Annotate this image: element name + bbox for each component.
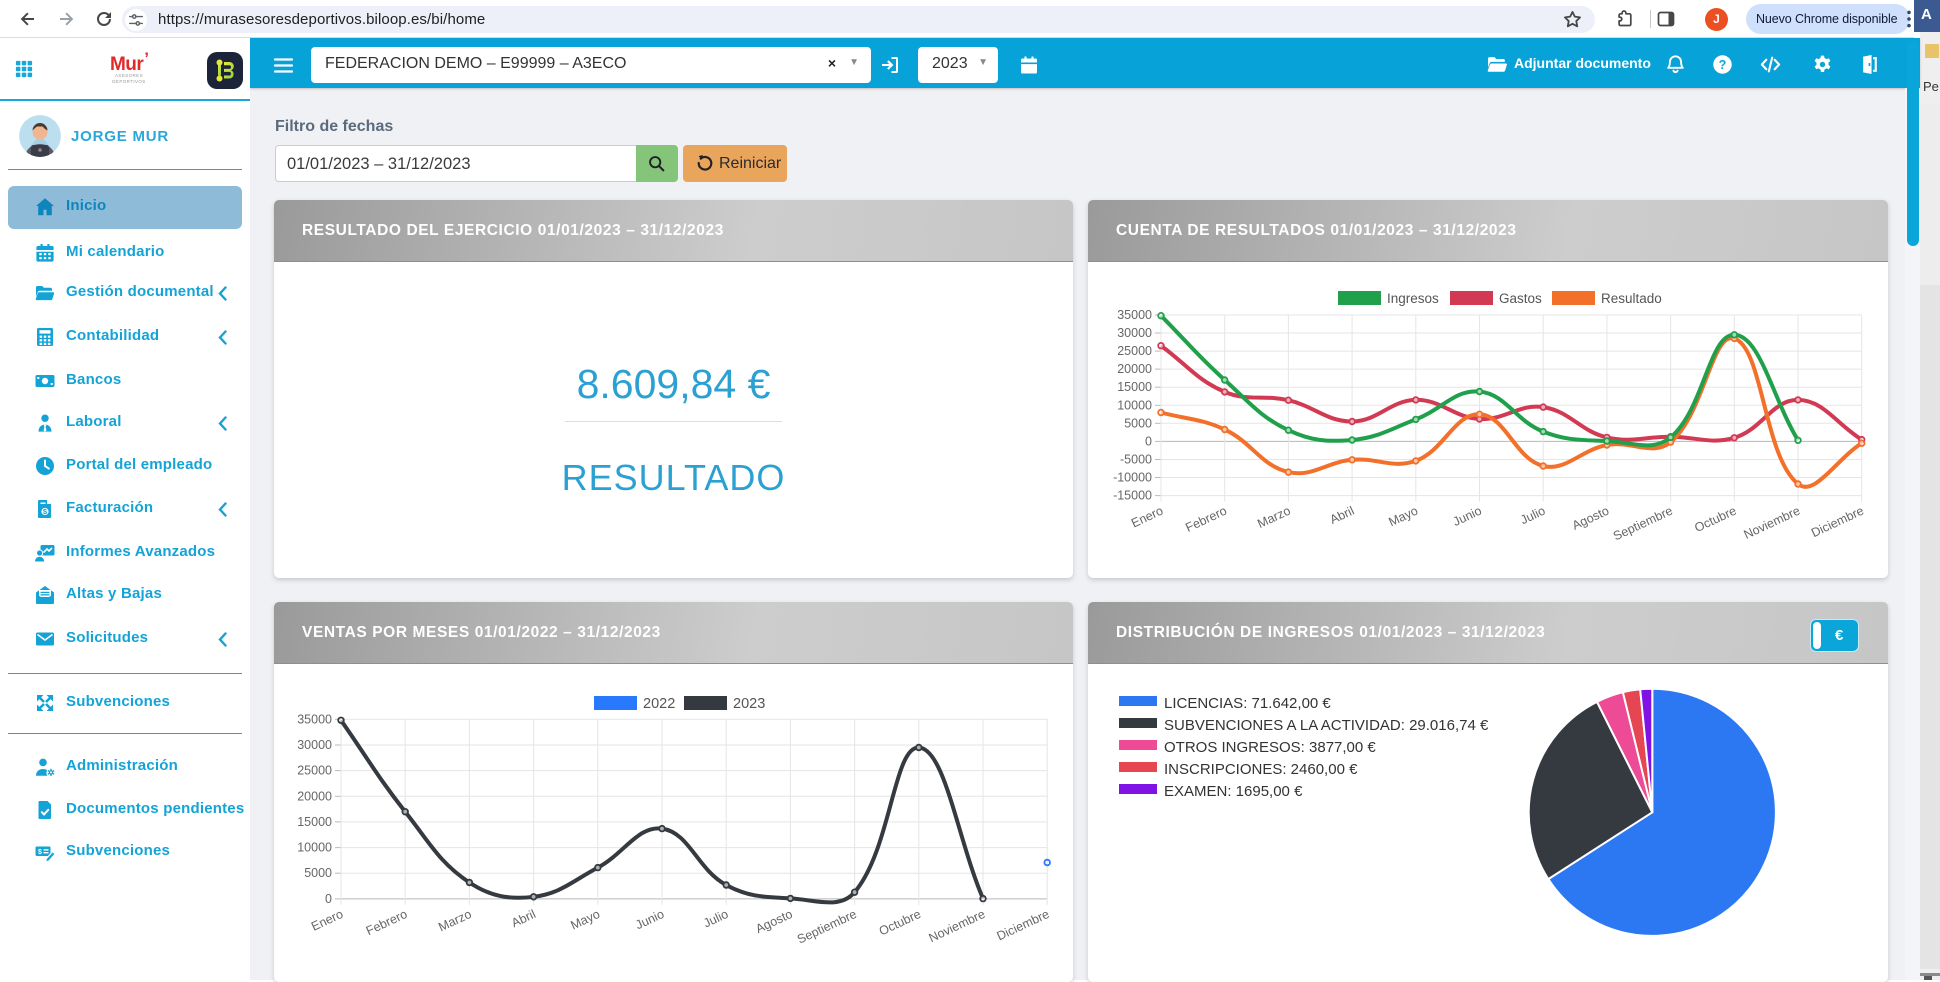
- svg-text:Ingresos: Ingresos: [1387, 291, 1439, 306]
- svg-text:-5000: -5000: [1120, 453, 1152, 467]
- svg-text:LICENCIAS: 71.642,00 €: LICENCIAS: 71.642,00 €: [1164, 695, 1331, 712]
- svg-text:Diciembre: Diciembre: [1809, 504, 1866, 540]
- svg-text:25000: 25000: [297, 764, 332, 778]
- svg-text:Junio: Junio: [1451, 504, 1484, 529]
- svg-text:Enero: Enero: [1129, 504, 1165, 531]
- svg-text:Septiembre: Septiembre: [1611, 504, 1675, 544]
- svg-text:Marzo: Marzo: [436, 907, 473, 934]
- svg-text:Octubre: Octubre: [1692, 504, 1738, 536]
- svg-text:Noviembre: Noviembre: [1742, 504, 1803, 542]
- svg-text:15000: 15000: [1117, 380, 1152, 394]
- svg-text:20000: 20000: [297, 789, 332, 803]
- svg-text:-10000: -10000: [1113, 471, 1152, 485]
- svg-text:10000: 10000: [297, 841, 332, 855]
- svg-text:Febrero: Febrero: [1183, 504, 1229, 535]
- svg-text:10000: 10000: [1117, 398, 1152, 412]
- svg-text:$: $: [38, 849, 42, 856]
- svg-text:35000: 35000: [1117, 308, 1152, 322]
- svg-text:30000: 30000: [297, 738, 332, 752]
- svg-text:INSCRIPCIONES: 2460,00 €: INSCRIPCIONES: 2460,00 €: [1164, 761, 1358, 778]
- svg-text:Gastos: Gastos: [1499, 291, 1542, 306]
- svg-text:0: 0: [1145, 434, 1152, 448]
- svg-text:Enero: Enero: [309, 907, 345, 934]
- svg-text:EXAMEN: 1695,00 €: EXAMEN: 1695,00 €: [1164, 783, 1303, 800]
- svg-text:-15000: -15000: [1113, 489, 1152, 503]
- svg-text:15000: 15000: [297, 815, 332, 829]
- svg-text:OTROS INGRESOS: 3877,00 €: OTROS INGRESOS: 3877,00 €: [1164, 739, 1376, 756]
- svg-text:0: 0: [325, 892, 332, 906]
- svg-text:Septiembre: Septiembre: [795, 907, 859, 947]
- svg-text:SUBVENCIONES A LA ACTIVIDAD: 2: SUBVENCIONES A LA ACTIVIDAD: 29.016,74 €: [1164, 717, 1489, 734]
- svg-text:5000: 5000: [1124, 416, 1152, 430]
- svg-text:25000: 25000: [1117, 344, 1152, 358]
- svg-text:2022: 2022: [643, 696, 675, 712]
- svg-text:$: $: [43, 507, 48, 516]
- svg-text:Noviembre: Noviembre: [927, 907, 988, 945]
- svg-text:Mayo: Mayo: [568, 907, 602, 933]
- svg-text:Febrero: Febrero: [364, 907, 410, 938]
- svg-text:Junio: Junio: [633, 907, 666, 932]
- svg-text:Julio: Julio: [701, 907, 730, 931]
- svg-text:Diciembre: Diciembre: [995, 907, 1052, 943]
- svg-text:Marzo: Marzo: [1255, 504, 1292, 531]
- svg-text:5000: 5000: [304, 866, 332, 880]
- svg-text:Agosto: Agosto: [753, 907, 794, 936]
- svg-text:Resultado: Resultado: [1601, 291, 1662, 306]
- svg-text:Octubre: Octubre: [877, 907, 923, 939]
- svg-text:20000: 20000: [1117, 362, 1152, 376]
- svg-text:35000: 35000: [297, 712, 332, 726]
- svg-text:Agosto: Agosto: [1570, 504, 1611, 533]
- svg-text:Abril: Abril: [509, 907, 538, 930]
- svg-text:Julio: Julio: [1518, 504, 1547, 528]
- svg-text:2023: 2023: [733, 696, 765, 712]
- svg-text:Mayo: Mayo: [1386, 504, 1420, 530]
- svg-text:Abril: Abril: [1328, 504, 1357, 527]
- svg-text:30000: 30000: [1117, 326, 1152, 340]
- svg-text:?: ?: [1719, 58, 1727, 72]
